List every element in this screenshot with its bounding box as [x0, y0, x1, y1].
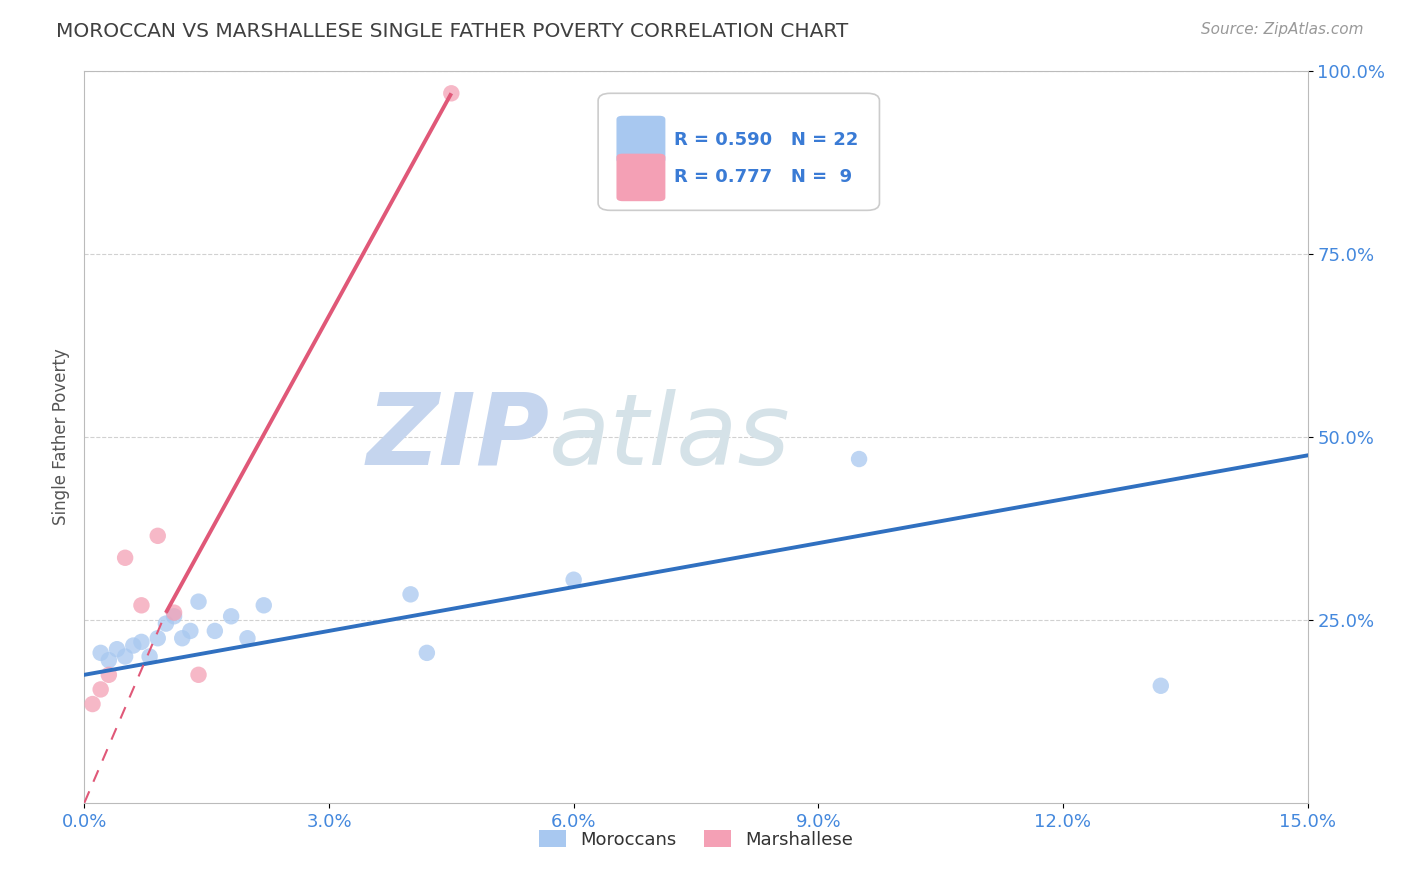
Point [172, 632, 194, 646]
FancyBboxPatch shape [616, 116, 665, 163]
Point [562, 573, 585, 587]
Text: Source: ZipAtlas.com: Source: ZipAtlas.com [1201, 22, 1364, 37]
Point [1150, 679, 1173, 693]
Point [219, 609, 242, 624]
Point [179, 624, 201, 638]
Legend: Moroccans, Marshallese: Moroccans, Marshallese [531, 822, 860, 856]
Y-axis label: Single Father Poverty: Single Father Poverty [52, 349, 70, 525]
Point [253, 599, 276, 613]
Text: atlas: atlas [550, 389, 790, 485]
Text: R = 0.590   N = 22: R = 0.590 N = 22 [673, 130, 858, 149]
Point [114, 649, 136, 664]
Point [440, 87, 463, 101]
Point [848, 452, 870, 467]
Point [122, 639, 145, 653]
Point [114, 550, 136, 565]
Point [97, 667, 120, 681]
Point [236, 632, 259, 646]
Point [90, 682, 112, 697]
Point [146, 632, 169, 646]
Point [138, 649, 160, 664]
FancyBboxPatch shape [598, 94, 880, 211]
Point [131, 599, 153, 613]
Text: MOROCCAN VS MARSHALLESE SINGLE FATHER POVERTY CORRELATION CHART: MOROCCAN VS MARSHALLESE SINGLE FATHER PO… [56, 22, 848, 41]
Point [204, 624, 226, 638]
Point [146, 529, 169, 543]
Point [187, 594, 209, 608]
Point [105, 642, 128, 657]
Point [90, 646, 112, 660]
Point [187, 667, 209, 681]
FancyBboxPatch shape [616, 153, 665, 202]
Text: ZIP: ZIP [366, 389, 550, 485]
Point [131, 635, 153, 649]
Point [155, 616, 177, 631]
Point [97, 653, 120, 667]
Point [163, 606, 186, 620]
Point [82, 697, 104, 711]
Text: R = 0.777   N =  9: R = 0.777 N = 9 [673, 169, 852, 186]
Point [163, 609, 186, 624]
Point [416, 646, 439, 660]
Point [399, 587, 422, 601]
